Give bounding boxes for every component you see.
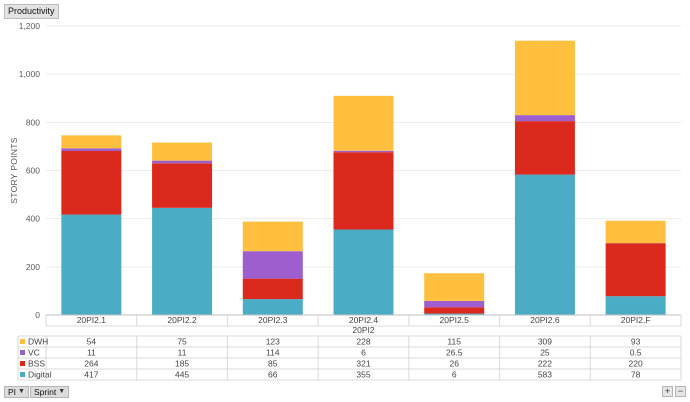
bar-segment-dwh[interactable] <box>242 221 303 252</box>
table-cell-value: 0.5 <box>630 348 642 358</box>
bar-segment-vc[interactable] <box>424 300 485 308</box>
y-tick-label: 800 <box>26 117 40 127</box>
table-cell-value: 78 <box>631 370 641 380</box>
bar-segment-dwh[interactable] <box>605 220 666 244</box>
bar-segment-digital[interactable] <box>242 299 303 315</box>
table-cell-value: 222 <box>538 359 552 369</box>
sprint-filter-button[interactable]: Sprint ▼ <box>30 386 70 398</box>
bar-segment-vc[interactable] <box>61 148 122 151</box>
bar-segment-digital[interactable] <box>424 313 485 315</box>
table-cell-value: 355 <box>356 370 370 380</box>
pivot-filter-bar: PI ▼ Sprint ▼ + − <box>0 384 690 402</box>
legend-label-bss: BSS <box>28 359 45 369</box>
bar-segment-vc[interactable] <box>333 150 394 153</box>
table-cell-value: 54 <box>87 337 97 347</box>
table-cell-value: 6 <box>452 370 457 380</box>
legend-swatch-bss <box>20 361 25 366</box>
y-tick-label: 600 <box>26 166 40 176</box>
legend-swatch-digital <box>20 372 25 377</box>
x-category-label: 20PI2.1 <box>77 315 107 325</box>
table-cell-value: 115 <box>447 337 461 347</box>
y-tick-label: 0 <box>35 310 40 320</box>
table-cell-value: 6 <box>361 348 366 358</box>
table-cell-value: 75 <box>177 337 187 347</box>
bar-segment-dwh[interactable] <box>152 142 213 161</box>
y-tick-label: 200 <box>26 262 40 272</box>
table-cell-value: 583 <box>538 370 552 380</box>
bar-segment-bss[interactable] <box>333 152 394 230</box>
table-cell-value: 228 <box>356 337 370 347</box>
table-cell-value: 85 <box>268 359 278 369</box>
bar-segment-dwh[interactable] <box>333 95 394 151</box>
filter-icon: ▼ <box>18 388 25 395</box>
y-tick-label: 400 <box>26 214 40 224</box>
x-category-label: 20PI2.F <box>621 315 651 325</box>
bar-segment-digital[interactable] <box>61 214 122 315</box>
table-cell-value: 445 <box>175 370 189 380</box>
bar-segment-bss[interactable] <box>605 243 666 297</box>
table-cell-value: 417 <box>84 370 98 380</box>
pi-filter-label: PI <box>8 387 17 397</box>
bar-segment-dwh[interactable] <box>424 273 485 301</box>
bar-segment-bss[interactable] <box>242 278 303 300</box>
table-cell-value: 264 <box>84 359 98 369</box>
bar-segment-vc[interactable] <box>242 251 303 279</box>
table-cell-value: 66 <box>268 370 278 380</box>
x-group-label: 20PI2 <box>352 325 374 335</box>
y-tick-label: 1,200 <box>19 21 41 31</box>
x-category-label: 20PI2.5 <box>440 315 470 325</box>
bar-segment-digital[interactable] <box>333 229 394 316</box>
bar-segment-vc[interactable] <box>152 160 213 164</box>
bar-segment-digital[interactable] <box>605 296 666 315</box>
zoom-in-button[interactable]: + <box>662 386 673 397</box>
y-tick-label: 1,000 <box>19 69 41 79</box>
table-cell-value: 26.5 <box>446 348 463 358</box>
stacked-bar-chart: 0 200 400 600 800 1,000 1,200 STORY POINTS 20PI2… <box>9 21 682 381</box>
bar-segment-dwh[interactable] <box>514 40 575 116</box>
sprint-filter-label: Sprint <box>34 387 57 397</box>
pi-filter-button[interactable]: PI ▼ <box>4 386 29 398</box>
productivity-title-button[interactable]: Productivity <box>4 4 59 19</box>
table-cell-value: 123 <box>266 337 280 347</box>
bar-segment-vc[interactable] <box>514 115 575 122</box>
legend-label-digital: Digital <box>28 370 52 380</box>
x-category-label: 20PI2.6 <box>530 315 560 325</box>
dropdown-arrow-icon: ▼ <box>58 388 66 395</box>
x-category-label: 20PI2.2 <box>167 315 197 325</box>
legend-swatch-vc <box>20 350 25 355</box>
table-cell-value: 25 <box>540 348 550 358</box>
legend-label-dwh: DWH <box>28 337 48 347</box>
table-cell-value: 321 <box>356 359 370 369</box>
table-cell-value: 114 <box>266 348 280 358</box>
table-cell-value: 185 <box>175 359 189 369</box>
bar-segment-bss[interactable] <box>514 121 575 175</box>
bar-segment-bss[interactable] <box>61 150 122 215</box>
bar-segment-bss[interactable] <box>424 307 485 314</box>
legend-swatch-dwh <box>20 339 25 344</box>
table-cell-value: 11 <box>178 348 187 358</box>
table-cell-value: 93 <box>631 337 641 347</box>
x-category-label: 20PI2.3 <box>258 315 288 325</box>
table-cell-value: 11 <box>87 348 96 358</box>
table-cell-value: 309 <box>538 337 552 347</box>
bar-segment-digital[interactable] <box>152 207 213 315</box>
y-axis-label: STORY POINTS <box>9 137 19 203</box>
table-cell-value: 220 <box>629 359 643 369</box>
bar-segment-bss[interactable] <box>152 163 213 208</box>
legend-label-vc: VC <box>28 348 40 358</box>
zoom-out-button[interactable]: − <box>675 386 686 397</box>
bar-segment-dwh[interactable] <box>61 135 122 149</box>
bar-segment-digital[interactable] <box>514 174 575 315</box>
x-category-label: 20PI2.4 <box>349 315 379 325</box>
table-cell-value: 26 <box>449 359 459 369</box>
